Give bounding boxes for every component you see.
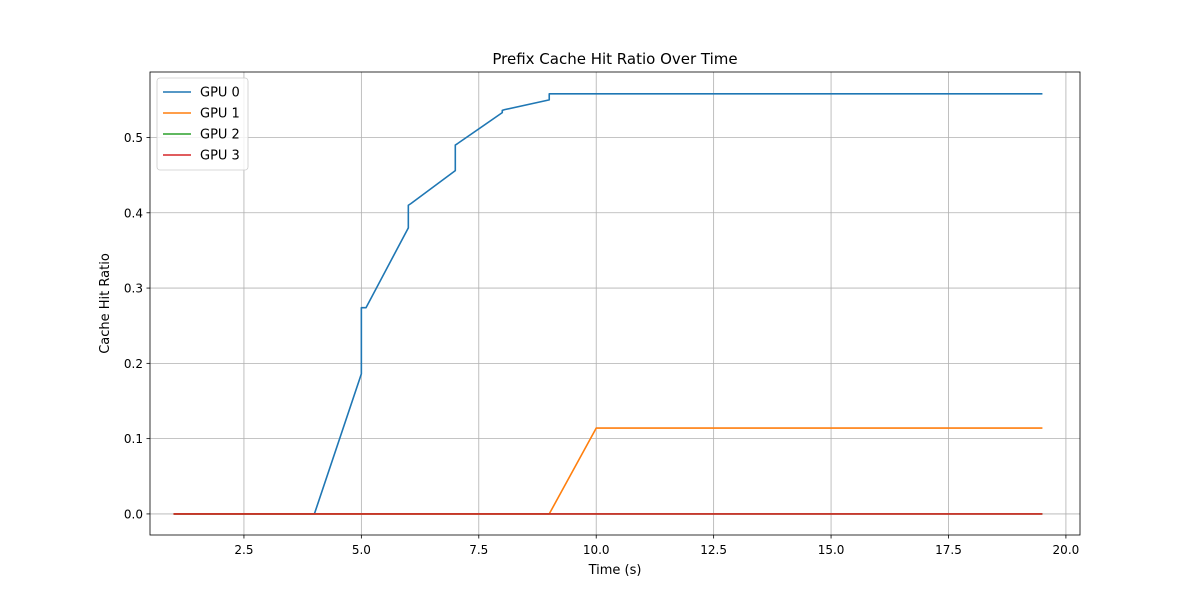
y-tick-label: 0.5 (124, 131, 143, 145)
x-axis-label: Time (s) (588, 563, 642, 578)
x-tick-label: 5.0 (352, 543, 371, 557)
y-axis-ticks: 0.0 0.1 0.2 0.3 0.4 0.5 (124, 131, 150, 521)
y-tick-label: 0.0 (124, 507, 143, 521)
legend: GPU 0 GPU 1 GPU 2 GPU 3 (156, 77, 249, 171)
plot-area-frame (149, 71, 1081, 536)
chart-title: Prefix Cache Hit Ratio Over Time (492, 50, 737, 68)
y-tick-label: 0.2 (124, 357, 143, 371)
legend-box (156, 77, 249, 171)
x-tick-label: 17.5 (935, 543, 962, 557)
x-tick-label: 7.5 (469, 543, 488, 557)
series-line-gpu-0 (173, 93, 1043, 515)
x-tick-label: 12.5 (700, 543, 727, 557)
series-lines (173, 93, 1043, 515)
legend-label: GPU 1 (200, 107, 240, 122)
y-tick-label: 0.1 (124, 432, 143, 446)
legend-label: GPU 0 (200, 86, 240, 101)
x-tick-label: 20.0 (1053, 543, 1080, 557)
x-tick-label: 2.5 (234, 543, 253, 557)
y-tick-label: 0.4 (124, 206, 143, 220)
y-axis-label: Cache Hit Ratio (98, 253, 113, 354)
y-tick-label: 0.3 (124, 282, 143, 296)
x-tick-label: 15.0 (818, 543, 845, 557)
x-tick-label: 10.0 (583, 543, 610, 557)
x-axis-ticks: 2.5 5.0 7.5 10.0 12.5 15.0 17.5 20.0 (234, 535, 1079, 557)
legend-label: GPU 2 (200, 128, 240, 143)
legend-label: GPU 3 (200, 149, 240, 164)
